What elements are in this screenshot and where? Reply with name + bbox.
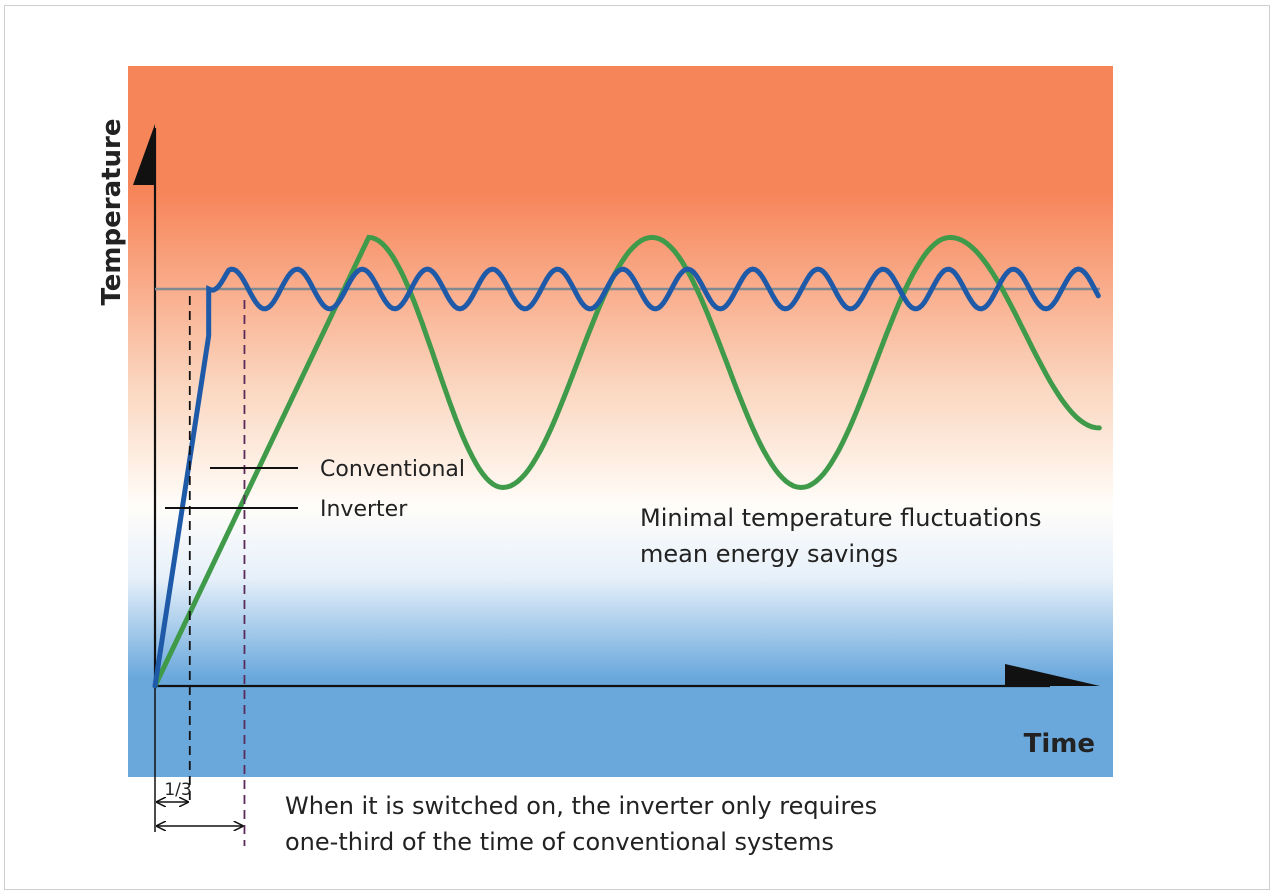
one-third-label: 1/3	[164, 780, 191, 800]
y-axis-arrowhead	[133, 124, 155, 185]
legend-label-conventional: Conventional	[320, 457, 465, 482]
savings-note-line-1: Minimal temperature fluctuations	[640, 504, 1041, 532]
startup-note-line-1: When it is switched on, the inverter onl…	[285, 792, 877, 820]
savings-note-line-2: mean energy savings	[640, 540, 898, 568]
series-inverter-line	[152, 266, 1101, 689]
legend-label-inverter: Inverter	[320, 497, 408, 522]
x-axis-arrowhead	[1005, 664, 1100, 686]
y-axis-label: Temperature	[97, 118, 127, 305]
series-conventional-line	[152, 234, 1102, 689]
startup-note-line-2: one-third of the time of conventional sy…	[285, 828, 834, 856]
x-axis-label: Time	[1024, 729, 1095, 759]
plot-background	[128, 66, 1113, 777]
